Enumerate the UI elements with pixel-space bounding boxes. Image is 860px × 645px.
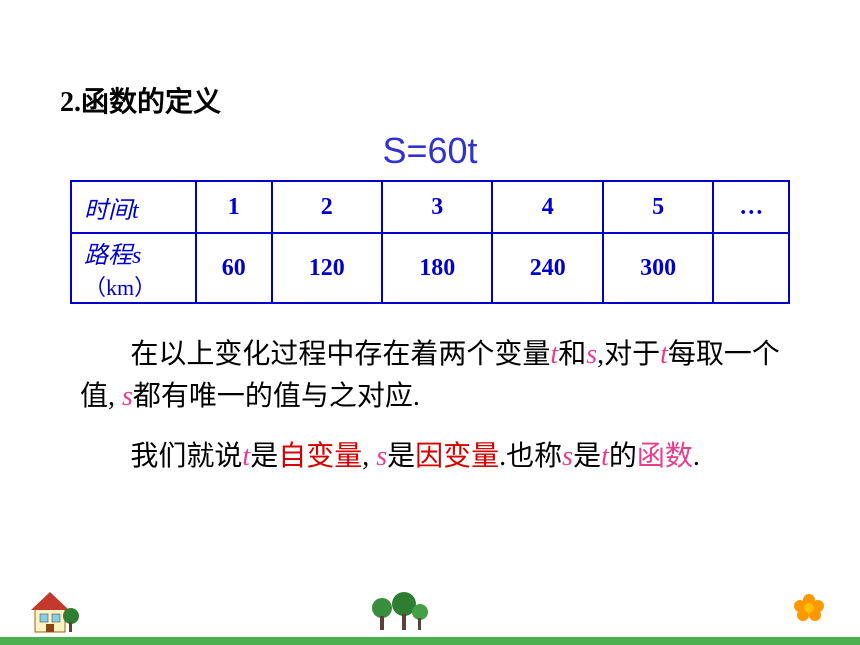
trees-icon (370, 592, 430, 639)
cell: 4 (492, 181, 602, 233)
cell: 5 (603, 181, 713, 233)
row2-header-l1: 路程s (84, 243, 141, 269)
p2-text: . (693, 441, 700, 472)
p1-text: 在以上变化过程中存在着两个变量 (130, 339, 550, 370)
cell: 3 (382, 181, 492, 233)
p2-text: 我们就说 (130, 441, 242, 472)
row1-header-text: 时间t (84, 198, 139, 224)
row1-header: 时间t (71, 181, 196, 233)
cell: 300 (603, 233, 713, 303)
section-heading: 2.函数的定义 (60, 80, 810, 120)
p2-text: , (362, 441, 376, 472)
grass-strip (0, 637, 860, 645)
formula-text: S=60t (50, 130, 810, 172)
table-row: 时间t 1 2 3 4 5 … (71, 181, 789, 233)
p2-term: 因变量 (415, 441, 499, 472)
p2-text: 是 (573, 441, 601, 472)
p1-var-s: s (586, 339, 597, 370)
cell: … (713, 181, 789, 233)
paragraph-2: 我们就说t是自变量, s是因变量.也称s是t的函数. (80, 436, 790, 478)
table-row: 路程s （km） 60 120 180 240 300 (71, 233, 789, 303)
cell: 60 (196, 233, 272, 303)
cell: 240 (492, 233, 602, 303)
p1-text: 和 (558, 339, 586, 370)
p2-text: 的 (609, 441, 637, 472)
p1-var-s: s (122, 381, 133, 412)
footer-decoration (0, 585, 860, 645)
row2-header: 路程s （km） (71, 233, 196, 303)
p2-text: 是 (387, 441, 415, 472)
cell: 180 (382, 233, 492, 303)
slide: 2.函数的定义 S=60t 时间t 1 2 3 4 5 … 路程s （km） 6… (0, 0, 860, 645)
cell (713, 233, 789, 303)
p1-text: 都有唯一的值与之对应. (133, 381, 420, 412)
row2-header-l2: （km） (84, 270, 195, 302)
data-table: 时间t 1 2 3 4 5 … 路程s （km） 60 120 180 240 … (70, 180, 790, 304)
cell: 2 (272, 181, 382, 233)
cell: 1 (196, 181, 272, 233)
house-icon (25, 588, 81, 639)
p2-term: 自变量 (278, 441, 362, 472)
p1-text: ,对于 (597, 339, 660, 370)
p2-var-t: t (601, 441, 609, 472)
paragraph-1: 在以上变化过程中存在着两个变量t和s,对于t每取一个值, s都有唯一的值与之对应… (80, 334, 790, 418)
p2-text: .也称 (499, 441, 562, 472)
p2-var-s: s (376, 441, 387, 472)
p2-text: 是 (250, 441, 278, 472)
p2-var-s: s (562, 441, 573, 472)
p2-term: 函数 (637, 441, 693, 472)
flower-icon (788, 588, 830, 635)
cell: 120 (272, 233, 382, 303)
p1-var-t: t (660, 339, 668, 370)
